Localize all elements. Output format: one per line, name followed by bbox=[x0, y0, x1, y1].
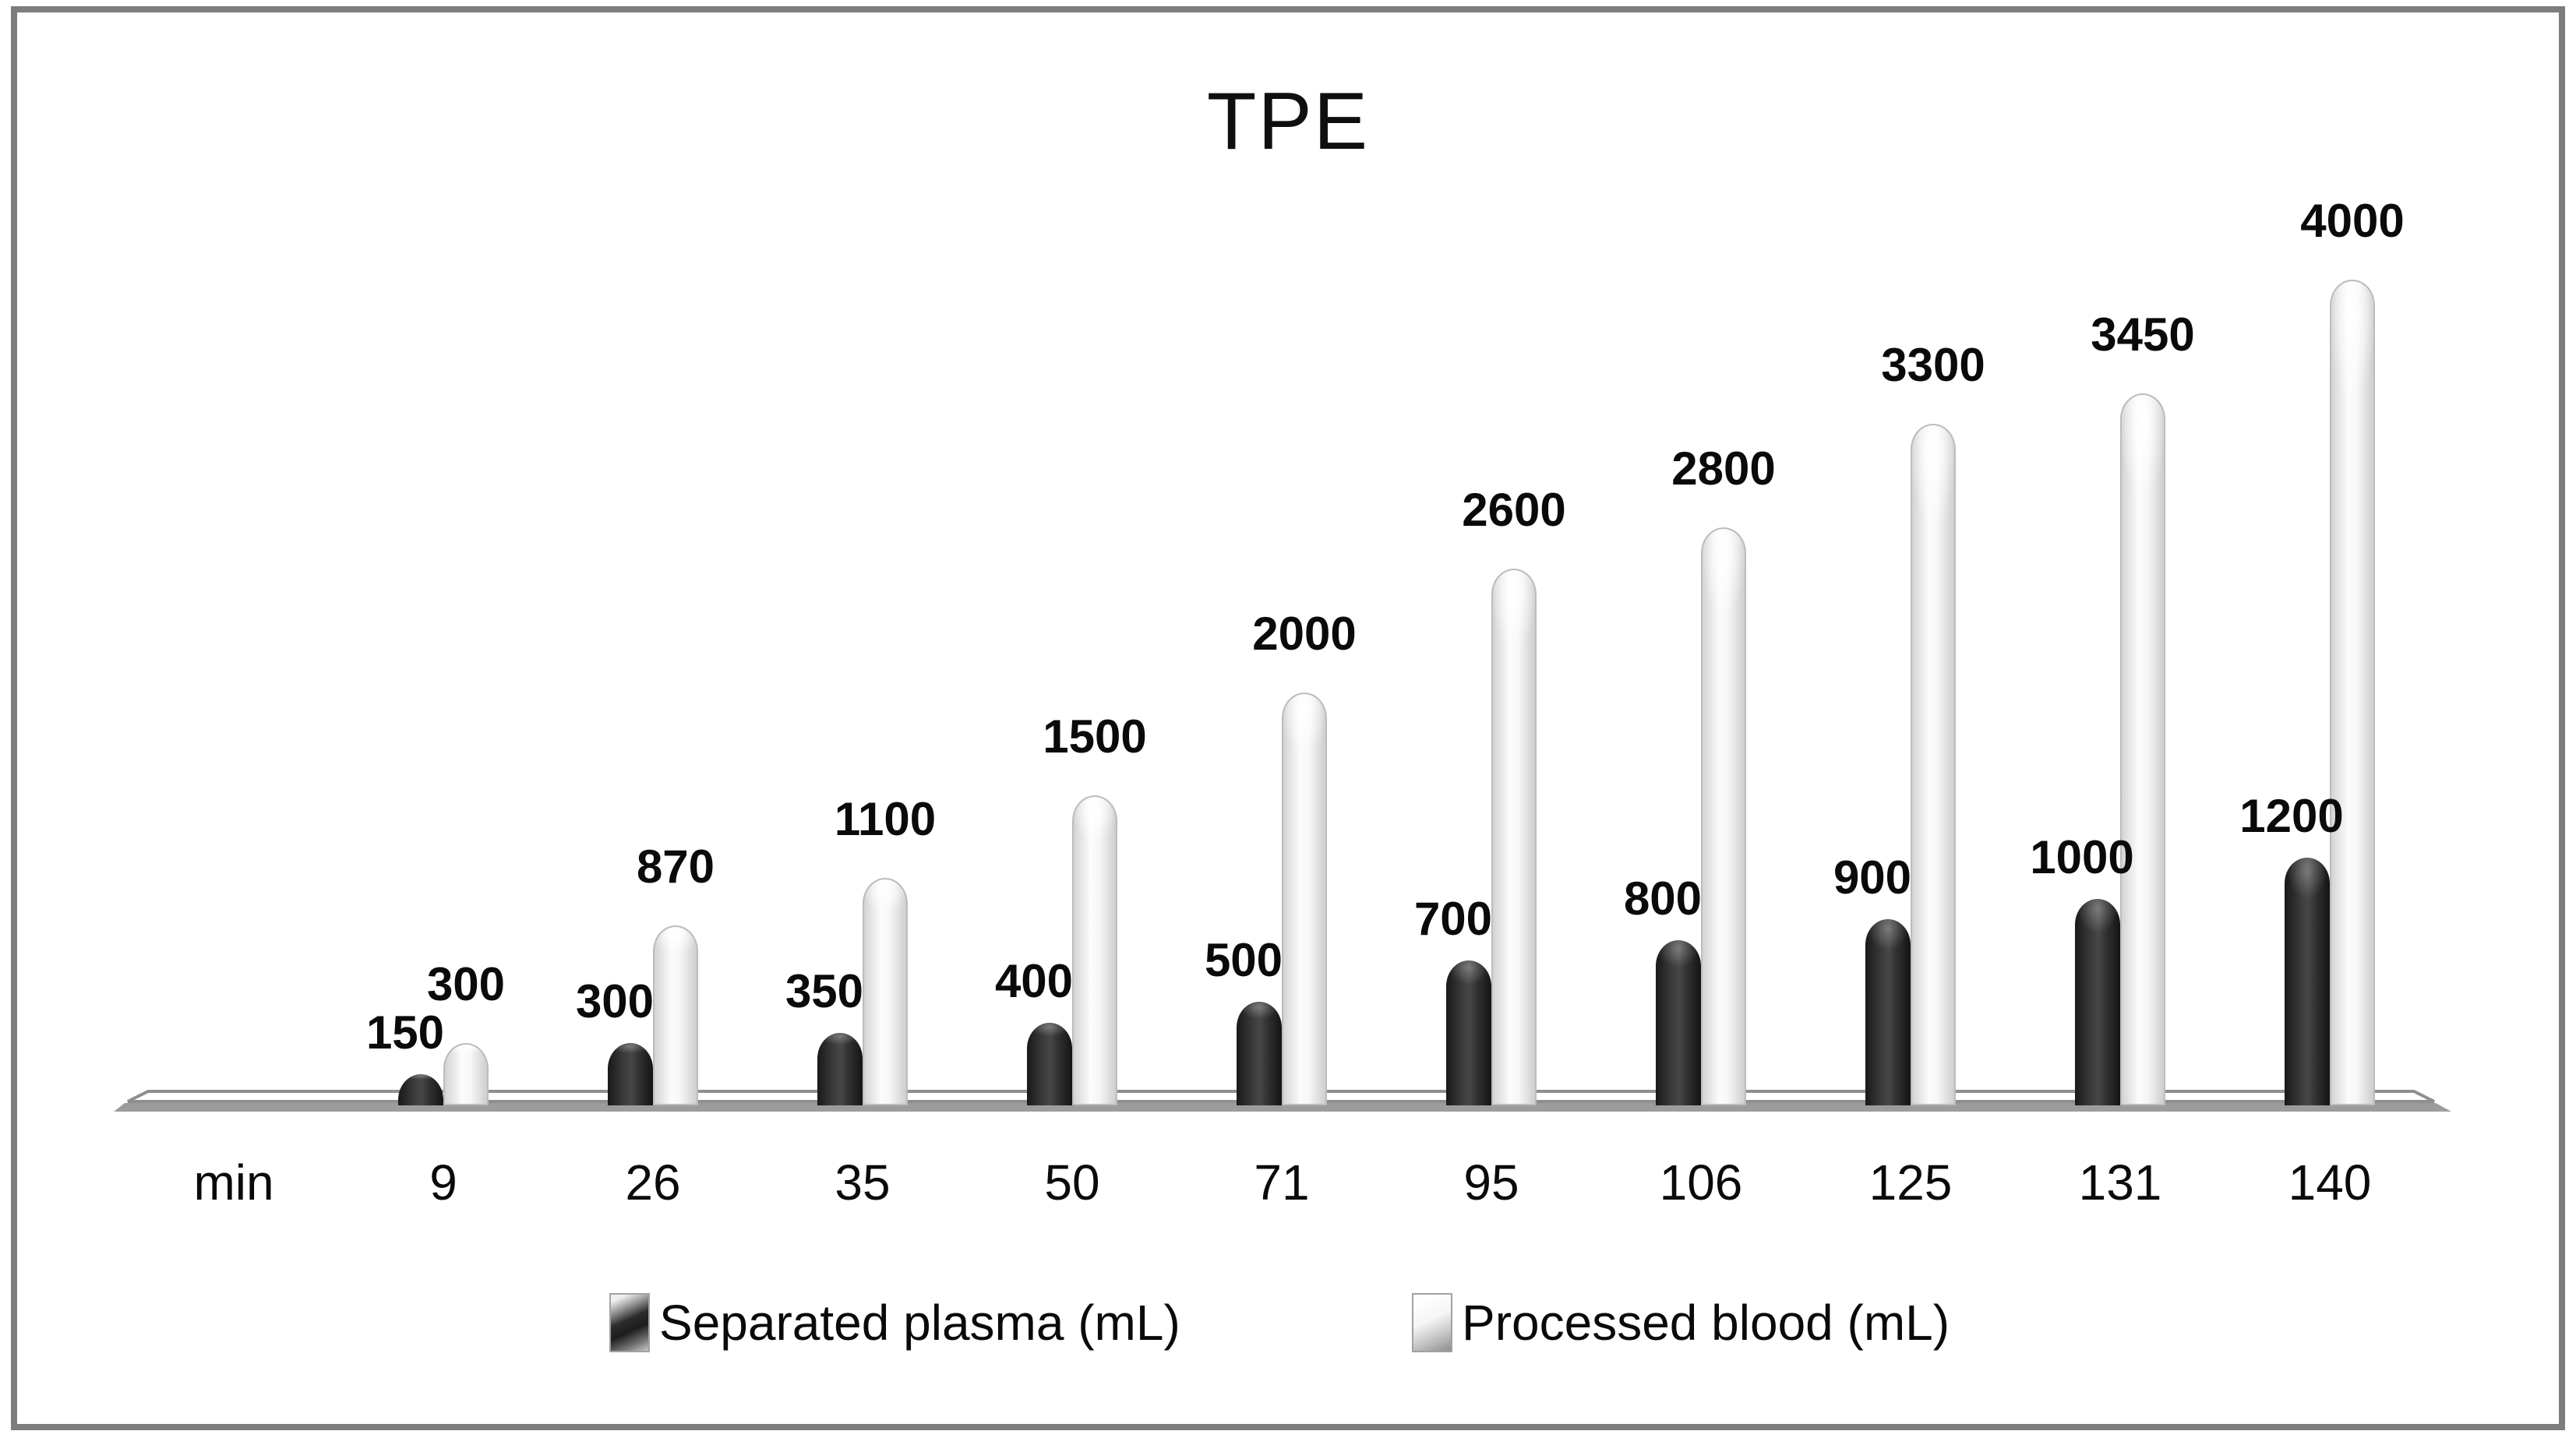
bar-processed-blood-131 bbox=[2120, 393, 2165, 1105]
data-label-processed-blood-9: 300 bbox=[426, 958, 506, 1010]
data-label-processed-blood-106: 2800 bbox=[1671, 442, 1776, 495]
x-tick-label-26: 26 bbox=[625, 1154, 681, 1211]
data-label-separated-plasma-125: 900 bbox=[1833, 851, 1912, 904]
data-label-separated-plasma-9: 150 bbox=[365, 1006, 445, 1059]
x-axis-unit-label: min bbox=[193, 1154, 274, 1211]
bar-separated-plasma-50 bbox=[1027, 1023, 1072, 1105]
bar-processed-blood-35 bbox=[863, 878, 908, 1105]
data-label-separated-plasma-106: 800 bbox=[1623, 872, 1703, 925]
bar-processed-blood-9 bbox=[443, 1043, 489, 1105]
legend-label-separated-plasma: Separated plasma (mL) bbox=[659, 1295, 1180, 1351]
data-label-processed-blood-140: 4000 bbox=[2300, 195, 2405, 247]
bar-processed-blood-50 bbox=[1072, 795, 1117, 1105]
bar-processed-blood-26 bbox=[653, 925, 698, 1105]
x-tick-label-71: 71 bbox=[1254, 1154, 1310, 1211]
legend-swatch-processed-blood-icon bbox=[1412, 1293, 1452, 1352]
bar-separated-plasma-125 bbox=[1865, 919, 1911, 1105]
bar-separated-plasma-71 bbox=[1237, 1002, 1282, 1105]
chart-title: TPE bbox=[1206, 76, 1370, 167]
bar-processed-blood-71 bbox=[1282, 693, 1327, 1105]
bar-separated-plasma-35 bbox=[817, 1033, 863, 1105]
data-label-processed-blood-95: 2600 bbox=[1462, 484, 1566, 536]
data-label-processed-blood-125: 3300 bbox=[1881, 339, 1985, 391]
legend-item-separated-plasma: Separated plasma (mL) bbox=[609, 1293, 1180, 1352]
data-label-separated-plasma-71: 500 bbox=[1204, 934, 1283, 986]
legend-label-processed-blood: Processed blood (mL) bbox=[1462, 1295, 1950, 1351]
data-label-processed-blood-50: 1500 bbox=[1043, 710, 1147, 763]
data-label-processed-blood-26: 870 bbox=[636, 841, 715, 893]
x-tick-label-35: 35 bbox=[835, 1154, 891, 1211]
chart-frame bbox=[11, 6, 2565, 1430]
bar-separated-plasma-131 bbox=[2075, 899, 2120, 1105]
legend-item-processed-blood: Processed blood (mL) bbox=[1412, 1293, 1950, 1352]
bar-processed-blood-125 bbox=[1911, 424, 1956, 1105]
data-label-processed-blood-71: 2000 bbox=[1252, 608, 1357, 660]
data-label-separated-plasma-50: 400 bbox=[994, 955, 1074, 1007]
bar-processed-blood-95 bbox=[1491, 569, 1537, 1105]
bar-separated-plasma-140 bbox=[2285, 858, 2330, 1105]
x-tick-label-140: 140 bbox=[2288, 1154, 2372, 1211]
data-label-separated-plasma-140: 1200 bbox=[2239, 790, 2344, 842]
data-label-separated-plasma-26: 300 bbox=[575, 975, 655, 1027]
data-label-separated-plasma-35: 350 bbox=[785, 965, 864, 1017]
data-label-processed-blood-35: 1100 bbox=[834, 793, 937, 845]
x-tick-label-50: 50 bbox=[1044, 1154, 1100, 1211]
data-label-separated-plasma-131: 1000 bbox=[2030, 831, 2134, 883]
bar-separated-plasma-95 bbox=[1446, 960, 1491, 1105]
x-tick-label-95: 95 bbox=[1463, 1154, 1519, 1211]
bar-processed-blood-106 bbox=[1701, 527, 1746, 1105]
bar-separated-plasma-26 bbox=[608, 1043, 653, 1105]
bar-processed-blood-140 bbox=[2330, 280, 2375, 1105]
data-label-processed-blood-131: 3450 bbox=[2091, 308, 2195, 361]
data-label-separated-plasma-95: 700 bbox=[1413, 893, 1493, 945]
x-tick-label-125: 125 bbox=[1868, 1154, 1953, 1211]
x-tick-label-106: 106 bbox=[1659, 1154, 1743, 1211]
x-tick-label-9: 9 bbox=[429, 1154, 457, 1211]
legend-swatch-separated-plasma-icon bbox=[609, 1293, 650, 1352]
x-tick-label-131: 131 bbox=[2078, 1154, 2162, 1211]
bar-separated-plasma-106 bbox=[1656, 940, 1701, 1105]
